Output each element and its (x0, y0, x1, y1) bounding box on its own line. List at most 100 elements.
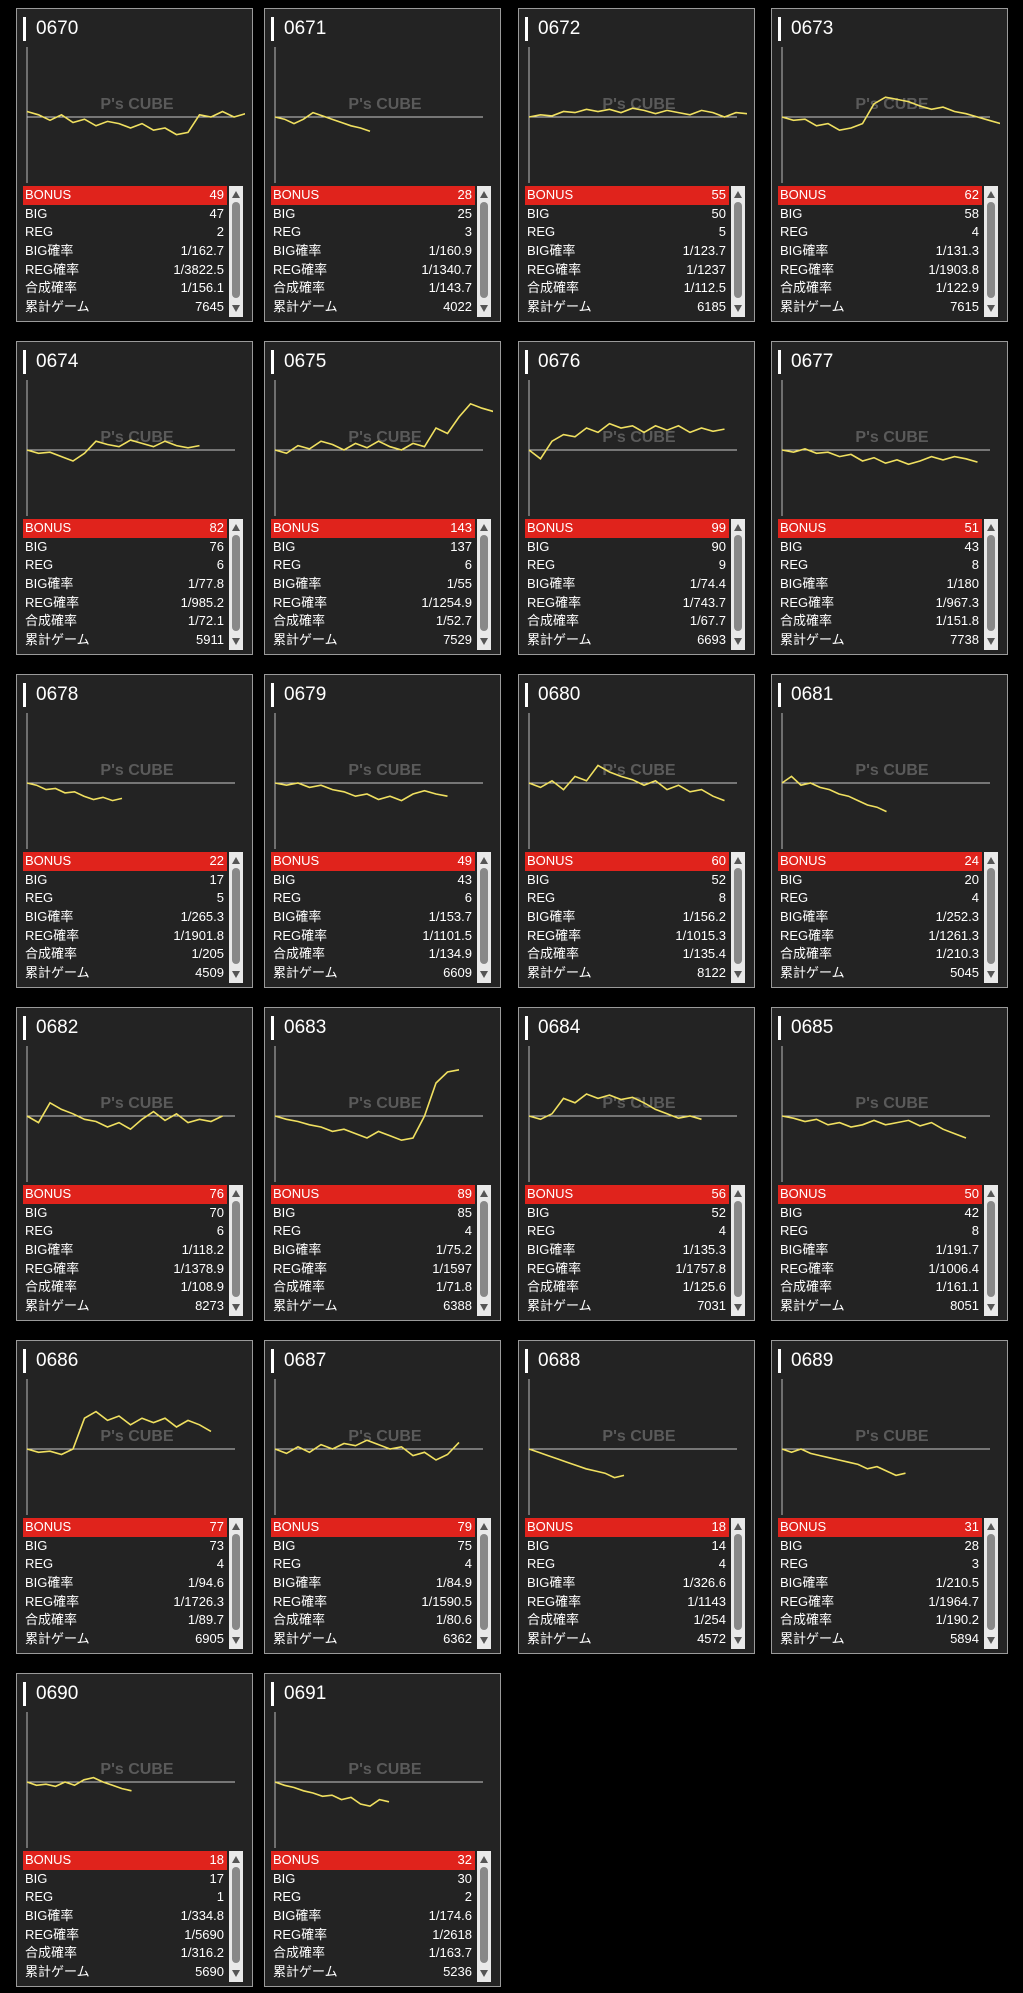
scroll-up-icon[interactable] (232, 1190, 240, 1197)
scroll-thumb[interactable] (987, 202, 995, 298)
scroll-thumb[interactable] (987, 1201, 995, 1297)
scroll-thumb[interactable] (734, 535, 742, 631)
machine-card[interactable]: 0690 P's CUBE BONUS 18 BIG 17 REG 1 BIG確率 1/334.8… (16, 1673, 253, 1987)
scroll-down-icon[interactable] (734, 1637, 742, 1644)
machine-card[interactable]: 0677 P's CUBE BONUS 51 BIG 43 REG 8 BIG確率 1/180 RE… (771, 341, 1008, 655)
scroll-up-icon[interactable] (232, 524, 240, 531)
scroll-up-icon[interactable] (734, 524, 742, 531)
scroll-thumb[interactable] (480, 535, 488, 631)
scroll-up-icon[interactable] (480, 191, 488, 198)
scroll-down-icon[interactable] (987, 638, 995, 645)
scroll-up-icon[interactable] (480, 1190, 488, 1197)
machine-card[interactable]: 0684 P's CUBE BONUS 56 BIG 52 REG 4 BIG確率 1/135.3… (518, 1007, 755, 1321)
scroll-thumb[interactable] (232, 1201, 240, 1297)
stats-scrollbar[interactable] (731, 519, 745, 650)
machine-card[interactable]: 0689 P's CUBE BONUS 31 BIG 28 REG 3 BIG確率 1/210.5… (771, 1340, 1008, 1654)
machine-card[interactable]: 0681 P's CUBE BONUS 24 BIG 20 REG 4 BIG確率 1/252.3… (771, 674, 1008, 988)
scroll-down-icon[interactable] (232, 305, 240, 312)
scroll-thumb[interactable] (232, 868, 240, 964)
scroll-up-icon[interactable] (232, 1856, 240, 1863)
stats-scrollbar[interactable] (229, 1851, 243, 1982)
scroll-up-icon[interactable] (232, 1523, 240, 1530)
scroll-thumb[interactable] (480, 1201, 488, 1297)
scroll-thumb[interactable] (987, 535, 995, 631)
stats-scrollbar[interactable] (477, 852, 491, 983)
scroll-thumb[interactable] (480, 202, 488, 298)
scroll-down-icon[interactable] (734, 1304, 742, 1311)
stats-scrollbar[interactable] (984, 1185, 998, 1316)
scroll-down-icon[interactable] (480, 305, 488, 312)
scroll-down-icon[interactable] (987, 1637, 995, 1644)
scroll-down-icon[interactable] (480, 1637, 488, 1644)
stats-scrollbar[interactable] (731, 186, 745, 317)
scroll-down-icon[interactable] (232, 1304, 240, 1311)
scroll-up-icon[interactable] (480, 524, 488, 531)
machine-card[interactable]: 0673 P's CUBE BONUS 62 BIG 58 REG 4 BIG確率 1/131.3… (771, 8, 1008, 322)
stats-scrollbar[interactable] (984, 1518, 998, 1649)
machine-card[interactable]: 0687 P's CUBE BONUS 79 BIG 75 REG 4 BIG確率 1/84.9 R… (264, 1340, 501, 1654)
machine-card[interactable]: 0685 P's CUBE BONUS 50 BIG 42 REG 8 BIG確率 1/191.7… (771, 1007, 1008, 1321)
scroll-thumb[interactable] (232, 1534, 240, 1630)
machine-card[interactable]: 0680 P's CUBE BONUS 60 BIG 52 REG 8 BIG確率 1/156.2… (518, 674, 755, 988)
stats-scrollbar[interactable] (731, 1185, 745, 1316)
scroll-thumb[interactable] (734, 868, 742, 964)
scroll-down-icon[interactable] (987, 305, 995, 312)
scroll-down-icon[interactable] (987, 1304, 995, 1311)
scroll-thumb[interactable] (734, 202, 742, 298)
scroll-up-icon[interactable] (480, 857, 488, 864)
scroll-thumb[interactable] (232, 535, 240, 631)
scroll-up-icon[interactable] (987, 1523, 995, 1530)
scroll-thumb[interactable] (987, 1534, 995, 1630)
stats-scrollbar[interactable] (229, 1518, 243, 1649)
scroll-down-icon[interactable] (480, 1304, 488, 1311)
machine-card[interactable]: 0682 P's CUBE BONUS 76 BIG 70 REG 6 BIG確率 1/118.2… (16, 1007, 253, 1321)
stats-scrollbar[interactable] (229, 1185, 243, 1316)
scroll-down-icon[interactable] (734, 305, 742, 312)
scroll-thumb[interactable] (734, 1201, 742, 1297)
scroll-up-icon[interactable] (734, 1190, 742, 1197)
scroll-down-icon[interactable] (480, 971, 488, 978)
scroll-down-icon[interactable] (987, 971, 995, 978)
machine-card[interactable]: 0679 P's CUBE BONUS 49 BIG 43 REG 6 BIG確率 1/153.7… (264, 674, 501, 988)
scroll-up-icon[interactable] (987, 857, 995, 864)
scroll-down-icon[interactable] (734, 971, 742, 978)
stats-scrollbar[interactable] (229, 186, 243, 317)
stats-scrollbar[interactable] (731, 852, 745, 983)
machine-card[interactable]: 0691 P's CUBE BONUS 32 BIG 30 REG 2 BIG確率 1/174.6… (264, 1673, 501, 1987)
scroll-thumb[interactable] (987, 868, 995, 964)
stats-scrollbar[interactable] (229, 519, 243, 650)
machine-card[interactable]: 0688 P's CUBE BONUS 18 BIG 14 REG 4 BIG確率 1/326.6… (518, 1340, 755, 1654)
scroll-thumb[interactable] (232, 202, 240, 298)
scroll-thumb[interactable] (232, 1867, 240, 1963)
scroll-down-icon[interactable] (232, 971, 240, 978)
machine-card[interactable]: 0678 P's CUBE BONUS 22 BIG 17 REG 5 BIG確率 1/265.3… (16, 674, 253, 988)
stats-scrollbar[interactable] (477, 186, 491, 317)
scroll-up-icon[interactable] (734, 1523, 742, 1530)
scroll-down-icon[interactable] (232, 638, 240, 645)
stats-scrollbar[interactable] (477, 1518, 491, 1649)
stats-scrollbar[interactable] (984, 186, 998, 317)
scroll-up-icon[interactable] (232, 191, 240, 198)
machine-card[interactable]: 0686 P's CUBE BONUS 77 BIG 73 REG 4 BIG確率 1/94.6 R… (16, 1340, 253, 1654)
scroll-up-icon[interactable] (987, 1190, 995, 1197)
machine-card[interactable]: 0683 P's CUBE BONUS 89 BIG 85 REG 4 BIG確率 1/75.2 R… (264, 1007, 501, 1321)
machine-card[interactable]: 0676 P's CUBE BONUS 99 BIG 90 REG 9 BIG確率 1/74.4 R… (518, 341, 755, 655)
stats-scrollbar[interactable] (229, 852, 243, 983)
machine-card[interactable]: 0675 P's CUBE BONUS 143 BIG 137 REG 6 BIG確率 1/55 R… (264, 341, 501, 655)
stats-scrollbar[interactable] (477, 1851, 491, 1982)
machine-card[interactable]: 0670 P's CUBE BONUS 49 BIG 47 REG 2 BIG確率 1/162.7… (16, 8, 253, 322)
scroll-down-icon[interactable] (734, 638, 742, 645)
stats-scrollbar[interactable] (984, 852, 998, 983)
scroll-thumb[interactable] (734, 1534, 742, 1630)
scroll-down-icon[interactable] (232, 1970, 240, 1977)
machine-card[interactable]: 0672 P's CUBE BONUS 55 BIG 50 REG 5 BIG確率 1/123.7… (518, 8, 755, 322)
scroll-up-icon[interactable] (734, 857, 742, 864)
scroll-down-icon[interactable] (232, 1637, 240, 1644)
scroll-up-icon[interactable] (987, 524, 995, 531)
stats-scrollbar[interactable] (984, 519, 998, 650)
scroll-thumb[interactable] (480, 1534, 488, 1630)
scroll-down-icon[interactable] (480, 638, 488, 645)
stats-scrollbar[interactable] (477, 1185, 491, 1316)
machine-card[interactable]: 0671 P's CUBE BONUS 28 BIG 25 REG 3 BIG確率 1/160.9… (264, 8, 501, 322)
stats-scrollbar[interactable] (477, 519, 491, 650)
